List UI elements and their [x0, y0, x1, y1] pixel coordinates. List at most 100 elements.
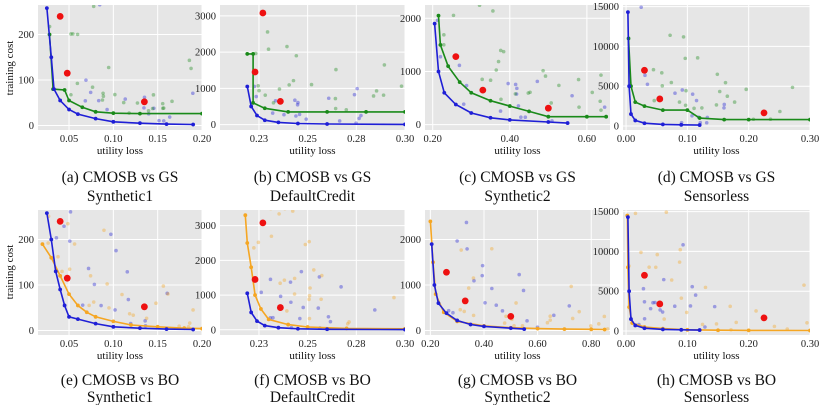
baseline-sample-point — [570, 316, 575, 321]
baseline-front-point — [604, 114, 609, 119]
cmosb-sample-point — [339, 285, 343, 289]
baseline-sample-point — [416, 85, 420, 89]
cmosb-front-point — [444, 311, 449, 316]
baseline-sample-point — [692, 106, 696, 111]
baseline-sample-point — [333, 96, 338, 101]
red-point — [276, 97, 284, 105]
cmosb-sample-point — [515, 86, 519, 91]
x-axis-label: utility loss — [494, 350, 540, 362]
panel-background — [425, 210, 610, 335]
baseline-sample-point — [754, 309, 758, 313]
y-tick-label: 1000 — [195, 291, 216, 302]
y-tick-label: 3000 — [195, 221, 216, 232]
cmosb-sample-point — [516, 104, 521, 108]
baseline-sample-point — [681, 0, 685, 1]
y-tick-label: 1000 — [400, 281, 421, 292]
baseline-sample-point — [308, 286, 312, 290]
cmosb-sample-point — [254, 94, 259, 99]
cmosb-sample-point — [270, 111, 275, 115]
baseline-sample-point — [72, 242, 77, 246]
panel-subtitle: Sensorless — [684, 188, 749, 205]
cmosb-sample-point — [660, 310, 665, 314]
baseline-sample-point — [258, 188, 262, 192]
baseline-front-point — [138, 111, 142, 116]
cmosb-sample-point — [80, 303, 85, 307]
baseline-sample-point — [772, 324, 777, 329]
baseline-sample-point — [69, 32, 73, 36]
baseline-sample-point — [684, 88, 688, 93]
x-tick-label: 0.30 — [801, 134, 819, 145]
cmosb-sample-point — [500, 309, 505, 313]
red-point — [63, 274, 71, 282]
cmosb-sample-point — [681, 243, 685, 247]
baseline-sample-point — [294, 53, 299, 58]
cmosb-sample-point — [161, 119, 166, 123]
x-tick-label: 0.40 — [475, 339, 493, 350]
cmosb-front-point — [245, 291, 250, 296]
cmosb-sample-point — [88, 90, 93, 95]
cmosb-front-point — [191, 122, 196, 127]
red-point — [461, 297, 469, 305]
baseline-sample-point — [71, 32, 75, 36]
red-point — [140, 98, 148, 106]
baseline-sample-point — [154, 301, 158, 306]
baseline-sample-point — [732, 100, 737, 104]
baseline-sample-point — [256, 84, 261, 88]
baseline-sample-point — [790, 85, 795, 90]
panel-background — [425, 5, 610, 130]
baseline-front-point — [364, 109, 368, 114]
baseline-front-point — [436, 13, 441, 18]
y-tick-label: 100 — [18, 281, 34, 292]
baseline-sample-point — [703, 285, 708, 290]
red-point — [641, 271, 648, 279]
baseline-sample-point — [291, 78, 296, 83]
baseline-sample-point — [269, 234, 274, 239]
x-tick-label: 0.80 — [582, 339, 600, 350]
baseline-sample-point — [576, 77, 581, 82]
y-tick-label: 0 — [211, 120, 216, 131]
baseline-front-point — [286, 322, 291, 327]
baseline-front-point — [746, 328, 751, 333]
baseline-front-point — [111, 319, 116, 324]
cmosb-front-point — [191, 327, 196, 332]
y-axis-label-bottom: training cost — [4, 245, 16, 300]
baseline-sample-point — [683, 56, 688, 61]
cmosb-sample-point — [642, 316, 647, 321]
cmosb-sample-point — [359, 113, 363, 118]
baseline-sample-point — [633, 211, 638, 216]
baseline-sample-point — [374, 89, 379, 93]
baseline-sample-point — [462, 309, 467, 314]
cmosb-sample-point — [567, 304, 572, 308]
cmosb-sample-point — [259, 290, 264, 295]
baseline-sample-point — [307, 239, 311, 244]
cmosb-front-point — [52, 87, 56, 91]
baseline-front-point — [67, 292, 71, 296]
panel-subtitle: Synthetic1 — [87, 188, 153, 205]
cmosb-sample-point — [506, 81, 510, 86]
baseline-sample-point — [496, 59, 501, 64]
baseline-sample-point — [252, 246, 256, 250]
baseline-sample-point — [347, 320, 351, 324]
red-point — [259, 9, 267, 17]
baseline-sample-point — [734, 320, 739, 325]
cmosb-front-point — [697, 328, 702, 332]
cmosb-front-point — [482, 324, 486, 329]
cmosb-sample-point — [97, 5, 102, 7]
cmosb-sample-point — [642, 299, 647, 304]
red-point — [656, 300, 664, 308]
x-tick-label: 0.28 — [347, 339, 365, 350]
red-point — [251, 276, 259, 283]
cmosb-front-point — [455, 318, 460, 323]
cmosb-sample-point — [494, 303, 499, 307]
panel-background — [623, 5, 810, 130]
panel-h: 0.00 0.10 0.20 0.30 0 5000 10000 15000 utility l… — [593, 207, 819, 405]
x-tick-label: 0.10 — [678, 134, 696, 145]
cmosb-sample-point — [513, 82, 518, 87]
baseline-front-point — [325, 109, 330, 114]
baseline-sample-point — [668, 33, 672, 38]
cmosb-sample-point — [672, 304, 677, 308]
cmosb-front-point — [629, 317, 633, 321]
cmosb-sample-point — [273, 98, 278, 103]
cmosb-front-point — [626, 10, 630, 15]
cmosb-sample-point — [461, 102, 466, 106]
